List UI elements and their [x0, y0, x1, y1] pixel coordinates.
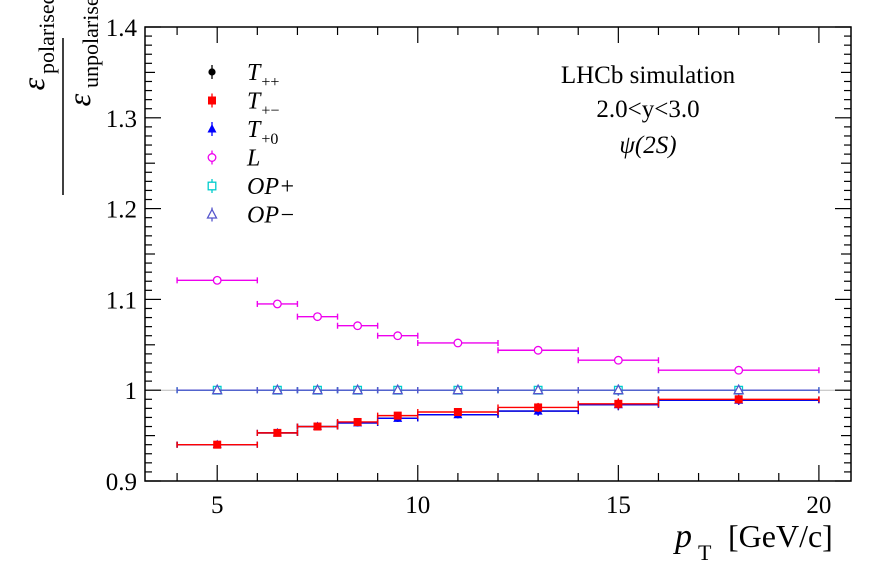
- legend-marker: [207, 124, 217, 133]
- x-tick-label: 15: [606, 492, 631, 519]
- data-point: [734, 365, 744, 375]
- data-point: [211, 383, 223, 395]
- y-label-denominator: ε: [61, 93, 97, 106]
- x-axis-label: p T [GeV/c]: [673, 518, 833, 565]
- data-point: [353, 417, 362, 426]
- legend-label: T+−: [247, 89, 279, 120]
- legend-label: L: [246, 146, 260, 172]
- data-point: [734, 395, 743, 404]
- legend-entry-T++: T++: [208, 60, 279, 91]
- legend-marker: [206, 208, 218, 219]
- annotation-line3: ψ(2S): [619, 132, 676, 159]
- annotation: LHCb simulation 2.0<y<3.0 ψ(2S): [561, 62, 736, 159]
- data-point: [453, 407, 462, 416]
- legend-marker: [208, 68, 216, 76]
- y-label-numerator: ε: [15, 77, 51, 90]
- series-L: [176, 275, 820, 375]
- series-OP-: [176, 383, 820, 396]
- legend-entry-T+0: T+0: [207, 117, 278, 148]
- legend-entry-L: L: [207, 146, 260, 172]
- annotation-line2: 2.0<y<3.0: [596, 96, 699, 123]
- data-point: [313, 312, 322, 322]
- x-tick-label: 20: [806, 492, 831, 519]
- legend-label: T+0: [247, 117, 278, 148]
- y-tick-label: 1.4: [106, 15, 138, 42]
- data-point: [733, 383, 745, 395]
- data-point: [352, 383, 364, 395]
- data-point: [353, 321, 363, 331]
- legend-entry-OP-: OP−: [206, 203, 295, 229]
- data-point: [271, 383, 283, 395]
- x-label-unit: [GeV/c]: [728, 518, 833, 554]
- data-point: [393, 411, 402, 420]
- data-point: [273, 428, 282, 437]
- y-label-denominator-sub: unpolarised: [78, 0, 103, 88]
- data-point: [612, 383, 624, 395]
- legend-marker: [207, 181, 217, 191]
- y-tick-label: 1.1: [106, 287, 137, 314]
- data-point: [311, 383, 324, 395]
- data-point: [393, 331, 403, 341]
- data-point: [613, 355, 623, 365]
- data-point: [533, 345, 543, 355]
- y-tick-label: 1.2: [106, 197, 137, 224]
- x-tick-label: 5: [211, 492, 224, 519]
- data-point: [392, 383, 404, 395]
- data-point: [212, 275, 222, 285]
- legend-entry-T+-: T+−: [208, 89, 279, 120]
- data-point: [213, 440, 222, 449]
- legend-label: OP−: [247, 203, 295, 229]
- data-point: [614, 399, 623, 408]
- x-tick-label: 10: [405, 492, 430, 519]
- data-point: [534, 403, 543, 412]
- annotation-line1: LHCb simulation: [561, 62, 736, 89]
- data-point: [272, 299, 282, 309]
- data-point: [452, 383, 464, 395]
- y-tick-label: 1: [125, 378, 138, 405]
- y-tick-label: 0.9: [106, 469, 137, 496]
- data-point: [453, 338, 463, 348]
- data-point: [532, 383, 544, 395]
- y-tick-label: 1.3: [106, 106, 137, 133]
- legend-entry-OP+: OP+: [207, 174, 295, 200]
- legend-marker: [208, 96, 216, 105]
- x-label-sub: T: [698, 540, 712, 565]
- legend-label: OP+: [247, 174, 295, 200]
- series-T+-: [176, 394, 820, 449]
- y-label-numerator-sub: polarised: [34, 0, 59, 74]
- legend-marker: [207, 153, 217, 162]
- data-point: [313, 422, 322, 431]
- legend-label: T++: [247, 60, 279, 91]
- y-axis-label: ε polarised ε unpolarised: [15, 0, 103, 195]
- x-label-main: p: [673, 518, 692, 555]
